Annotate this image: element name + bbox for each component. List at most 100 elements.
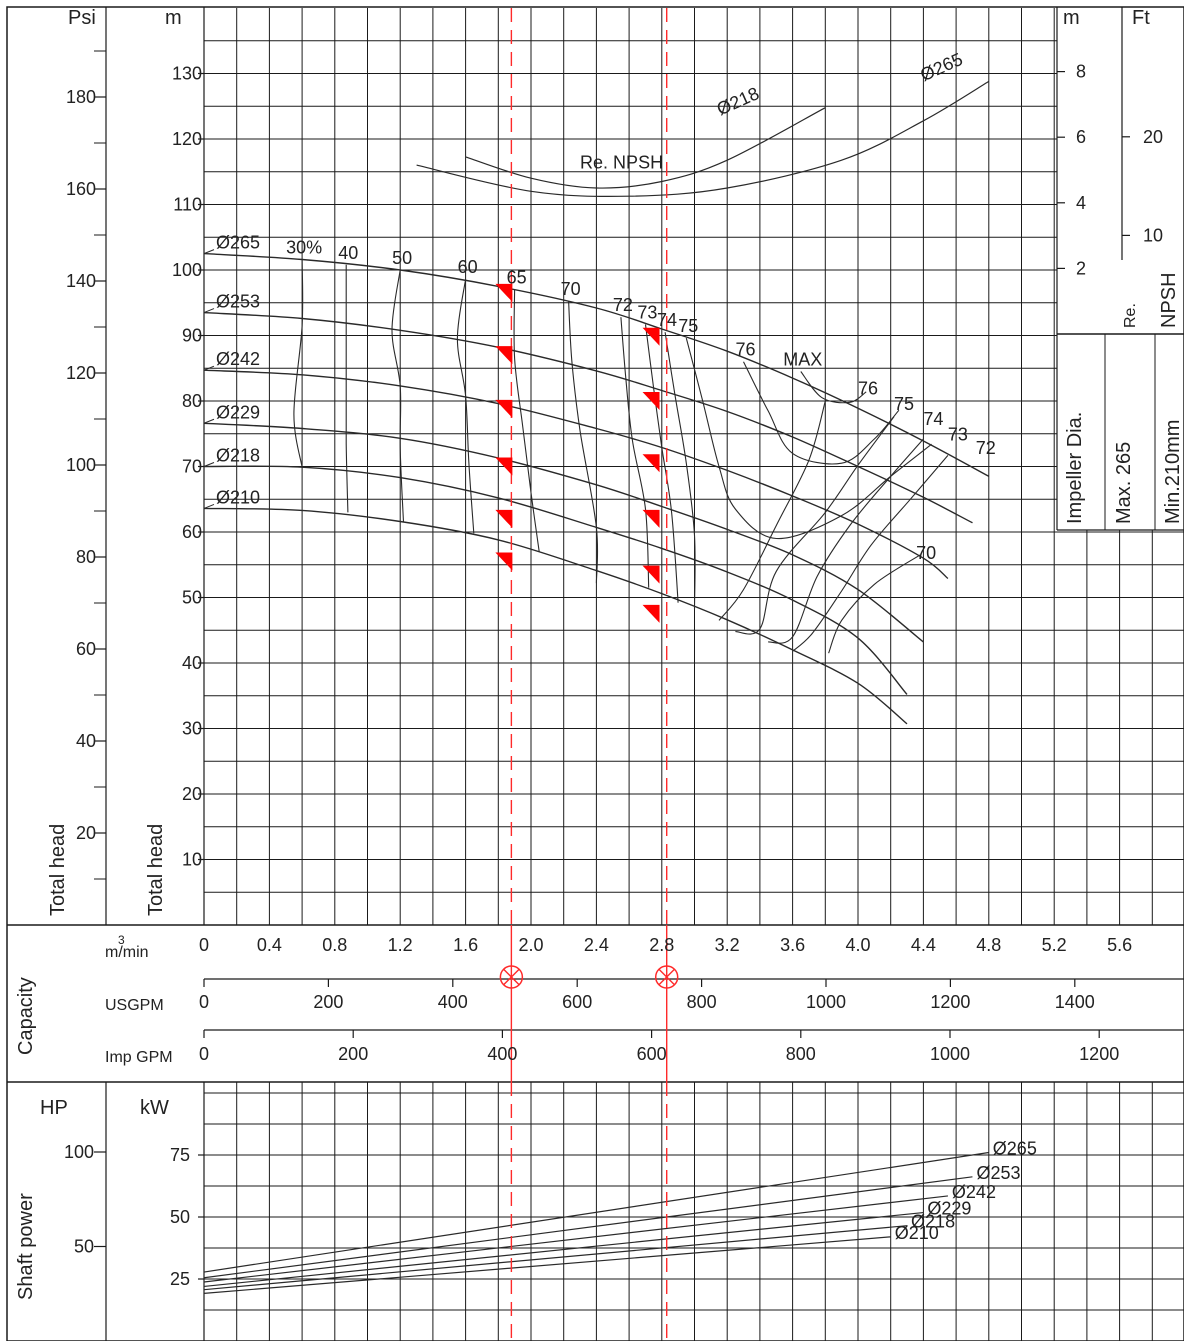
capacity-m3-tick-label: 3.6	[780, 935, 805, 955]
npsh-curve-label: Ø218	[714, 83, 762, 119]
hp-unit-label: HP	[40, 1097, 68, 1119]
npsh-ft-tick-label: 20	[1143, 127, 1163, 147]
psi-tick-label: 160	[66, 179, 96, 199]
head-m-tick-label: 90	[182, 326, 202, 346]
efficiency-label: MAX	[783, 350, 822, 370]
impgpm-row-label: Imp GPM	[105, 1049, 173, 1066]
impeller-dia-title: Impeller Dia.	[1064, 412, 1086, 524]
efficiency-label: 72	[976, 438, 996, 458]
usgpm-tick-label: 0	[199, 992, 209, 1012]
npsh-m-unit-label: m	[1063, 7, 1080, 29]
head-m-tick-label: 20	[182, 784, 202, 804]
m3-row-label: m/min	[105, 944, 149, 961]
efficiency-label: 76	[736, 340, 756, 360]
npsh-curve	[465, 107, 826, 189]
power-curve-label: Ø229	[927, 1199, 971, 1219]
capacity-title: Capacity	[15, 977, 37, 1055]
psi-tick-label: 180	[66, 87, 96, 107]
head-curve	[203, 507, 908, 725]
operating-point	[495, 399, 513, 418]
capacity-m3-tick-label: 2.8	[649, 935, 674, 955]
efficiency-line	[345, 264, 349, 513]
npsh-curve	[416, 80, 990, 198]
power-kw-tick-label: 75	[170, 1145, 190, 1165]
head-curve-leader	[203, 365, 215, 371]
head-curve-leader	[203, 308, 215, 314]
kw-unit-label: kW	[140, 1097, 169, 1119]
efficiency-label: 65	[507, 268, 527, 288]
head-m-tick-label: 50	[182, 588, 202, 608]
impeller-legend-panel	[1057, 334, 1184, 530]
impgpm-tick-label: 1000	[930, 1044, 970, 1064]
operating-point	[495, 346, 513, 365]
head-m-tick-label: 10	[182, 850, 202, 870]
usgpm-tick-label: 1400	[1055, 992, 1095, 1012]
power-curve	[203, 1236, 891, 1294]
power-curve-label: Ø265	[993, 1139, 1037, 1159]
head-m-tick-label: 70	[182, 457, 202, 477]
capacity-m3-tick-label: 4.4	[911, 935, 936, 955]
capacity-cross-marker	[499, 965, 524, 989]
efficiency-line	[664, 332, 696, 610]
capacity-m3-tick-label: 2.0	[518, 935, 543, 955]
operating-point	[495, 509, 513, 528]
impgpm-tick-label: 0	[199, 1044, 209, 1064]
power-kw-tick-label: 25	[170, 1269, 190, 1289]
psi-tick-label: 60	[76, 639, 96, 659]
efficiency-label: 73	[637, 302, 657, 322]
efficiency-label: 73	[948, 424, 968, 444]
usgpm-tick-label: 1200	[930, 992, 970, 1012]
head-m-axis-title: Total head	[145, 824, 167, 916]
head-curve	[203, 369, 949, 580]
psi-tick-label: 80	[76, 547, 96, 567]
usgpm-tick-label: 200	[313, 992, 343, 1012]
efficiency-line	[685, 337, 932, 540]
usgpm-tick-label: 600	[562, 992, 592, 1012]
grid-layer	[203, 8, 1184, 1341]
npsh-m-tick-label: 4	[1076, 193, 1086, 213]
usgpm-tick-label: 1000	[806, 992, 846, 1012]
impgpm-tick-label: 600	[637, 1044, 667, 1064]
efficiency-line	[568, 300, 599, 584]
psi-tick-label: 100	[66, 455, 96, 475]
efficiency-label: 40	[338, 243, 358, 263]
head-curve-label: Ø265	[216, 233, 260, 253]
capacity-m3-tick-label: 1.2	[388, 935, 413, 955]
capacity-m3-tick-label: 5.6	[1107, 935, 1132, 955]
capacity-m3-tick-label: 4.8	[976, 935, 1001, 955]
head-m-tick-label: 110	[173, 195, 202, 215]
efficiency-line	[800, 371, 867, 404]
head-curve-label: Ø218	[216, 446, 260, 466]
efficiency-line	[513, 289, 540, 552]
m3-row-superscript: 3	[118, 933, 125, 947]
impgpm-tick-label: 1200	[1079, 1044, 1119, 1064]
npsh-re-title: Re.	[1122, 303, 1139, 328]
efficiency-label: 72	[613, 295, 633, 315]
efficiency-line	[743, 361, 900, 465]
efficiency-line	[735, 416, 895, 635]
power-curve-label: Ø218	[911, 1212, 955, 1232]
efficiency-line	[792, 455, 949, 652]
head-curve	[203, 252, 990, 477]
usgpm-tick-label: 400	[438, 992, 468, 1012]
impeller-max-title: Max. 265	[1113, 442, 1135, 524]
capacity-cross-marker	[503, 969, 520, 985]
operating-point-markers	[495, 8, 679, 1341]
power-curve	[203, 1151, 989, 1273]
operating-point	[642, 565, 660, 584]
head-curve-leader	[203, 249, 215, 255]
head-m-tick-label: 130	[172, 64, 202, 84]
efficiency-label: 75	[894, 394, 914, 414]
npsh-axis-title: NPSH	[1158, 272, 1180, 328]
head-curve-label: Ø229	[216, 402, 260, 422]
efficiency-line	[644, 324, 679, 603]
head-m-unit-label: m	[165, 7, 182, 29]
power-curve	[203, 1211, 924, 1288]
efficiency-label: 70	[561, 279, 581, 299]
head-curve-leader	[203, 418, 215, 424]
efficiency-label: 74	[657, 310, 677, 330]
operating-point	[495, 457, 513, 476]
psi-tick-label: 120	[66, 363, 96, 383]
efficiency-label: 30%	[286, 238, 322, 258]
